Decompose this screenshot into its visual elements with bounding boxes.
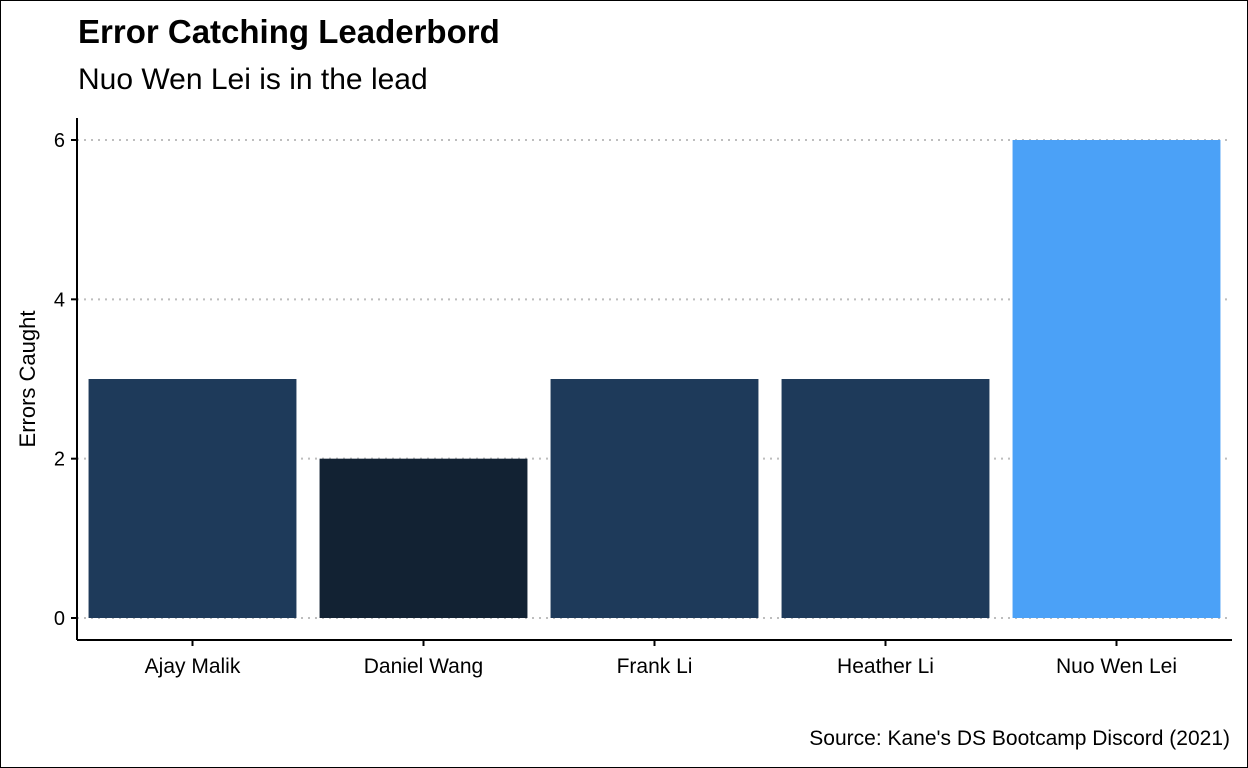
x-tick-label: Daniel Wang — [364, 655, 483, 678]
x-tick-label: Ajay Malik — [145, 655, 241, 678]
chart-caption: Source: Kane's DS Bootcamp Discord (2021… — [809, 727, 1230, 750]
bar — [1012, 140, 1221, 618]
bar — [319, 458, 528, 618]
x-tick-label: Nuo Wen Lei — [1056, 655, 1177, 678]
bar — [88, 379, 297, 618]
y-tick-label: 4 — [54, 289, 65, 311]
x-tick-label: Heather Li — [837, 655, 934, 678]
bar — [781, 379, 990, 618]
x-tick-label: Frank Li — [617, 655, 693, 678]
bar — [550, 379, 759, 618]
chart-title: Error Catching Leaderbord — [78, 13, 500, 50]
y-tick-label: 2 — [54, 449, 65, 471]
y-axis-title: Errors Caught — [15, 311, 40, 448]
y-tick-label: 0 — [54, 608, 65, 630]
chart-subtitle: Nuo Wen Lei is in the lead — [78, 63, 428, 96]
y-tick-label: 6 — [54, 130, 65, 152]
